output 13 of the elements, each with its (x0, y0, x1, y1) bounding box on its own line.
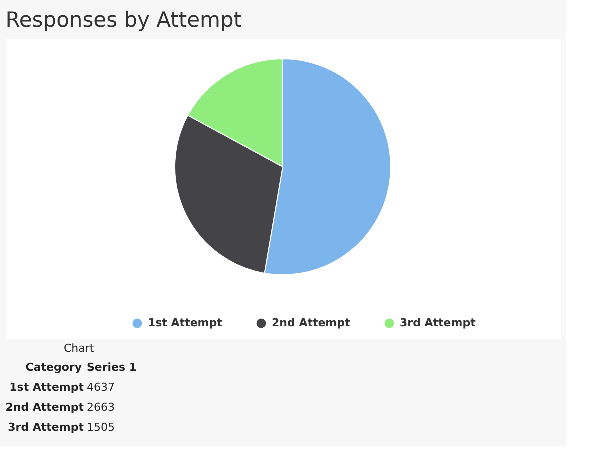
category-label: 2nd Attempt (6, 401, 84, 414)
data-label: 1505 (87, 421, 115, 434)
chart-title: Responses by Attempt (6, 8, 242, 32)
data-label: 4637 (87, 381, 115, 394)
text: Series 1 (87, 361, 138, 374)
category-label: 3rd Attempt (8, 421, 84, 434)
legend-label: 3rd Attempt (400, 316, 476, 330)
data-label: 2663 (87, 401, 115, 414)
text: Category (26, 361, 82, 374)
category-label: 1st Attempt (10, 381, 84, 394)
legend-label: 2nd Attempt (272, 316, 350, 330)
legend-label: 1st Attempt (148, 316, 222, 330)
text: Chart (64, 342, 95, 355)
